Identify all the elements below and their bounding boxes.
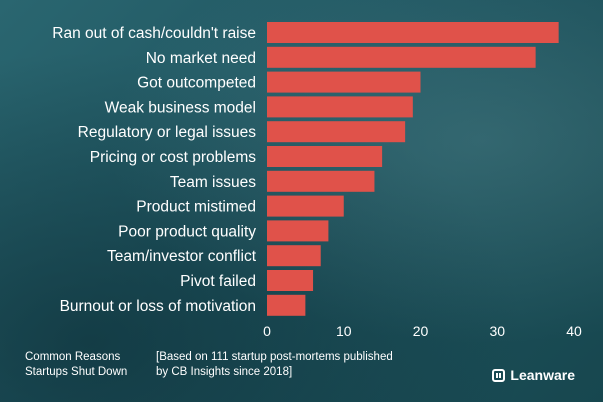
category-label: Pivot failed bbox=[180, 273, 256, 290]
bar-11 bbox=[267, 270, 314, 291]
bar-3 bbox=[267, 71, 421, 93]
bar-2 bbox=[267, 46, 536, 68]
x-tick-label: 40 bbox=[566, 323, 582, 339]
bar-12 bbox=[267, 294, 306, 316]
bar-7 bbox=[267, 170, 375, 192]
bar-8 bbox=[267, 195, 344, 217]
category-label: Team issues bbox=[170, 174, 256, 191]
x-tick-label: 10 bbox=[336, 323, 352, 339]
bar-10 bbox=[267, 245, 321, 267]
brand-logo: Leanware bbox=[492, 367, 575, 383]
category-label: No market need bbox=[146, 50, 256, 67]
bar-9 bbox=[267, 220, 329, 242]
x-tick-label: 0 bbox=[263, 323, 271, 339]
chart-caption: Common Reasons Startups Shut Down bbox=[25, 351, 128, 378]
source-note: [Based on 111 startup post-mortems publi… bbox=[156, 351, 393, 378]
bar-4 bbox=[267, 96, 413, 118]
category-label: Regulatory or legal issues bbox=[78, 124, 257, 141]
category-label: Pricing or cost problems bbox=[90, 149, 257, 166]
brand-name: Leanware bbox=[510, 367, 575, 383]
bar-1 bbox=[267, 22, 559, 43]
category-label: Got outcompeted bbox=[137, 75, 256, 92]
bar-6 bbox=[267, 146, 383, 167]
category-label: Ran out of cash/couldn't raise bbox=[52, 25, 256, 42]
bar-5 bbox=[267, 121, 406, 143]
category-label: Team/investor conflict bbox=[107, 248, 257, 265]
category-label: Burnout or loss of motivation bbox=[60, 298, 256, 315]
category-label: Product mistimed bbox=[136, 199, 256, 216]
leanware-logo-icon bbox=[492, 368, 506, 382]
x-tick-label: 20 bbox=[413, 323, 429, 339]
x-tick-label: 30 bbox=[489, 323, 505, 339]
category-label: Poor product quality bbox=[118, 223, 256, 240]
category-label: Weak business model bbox=[105, 99, 256, 116]
